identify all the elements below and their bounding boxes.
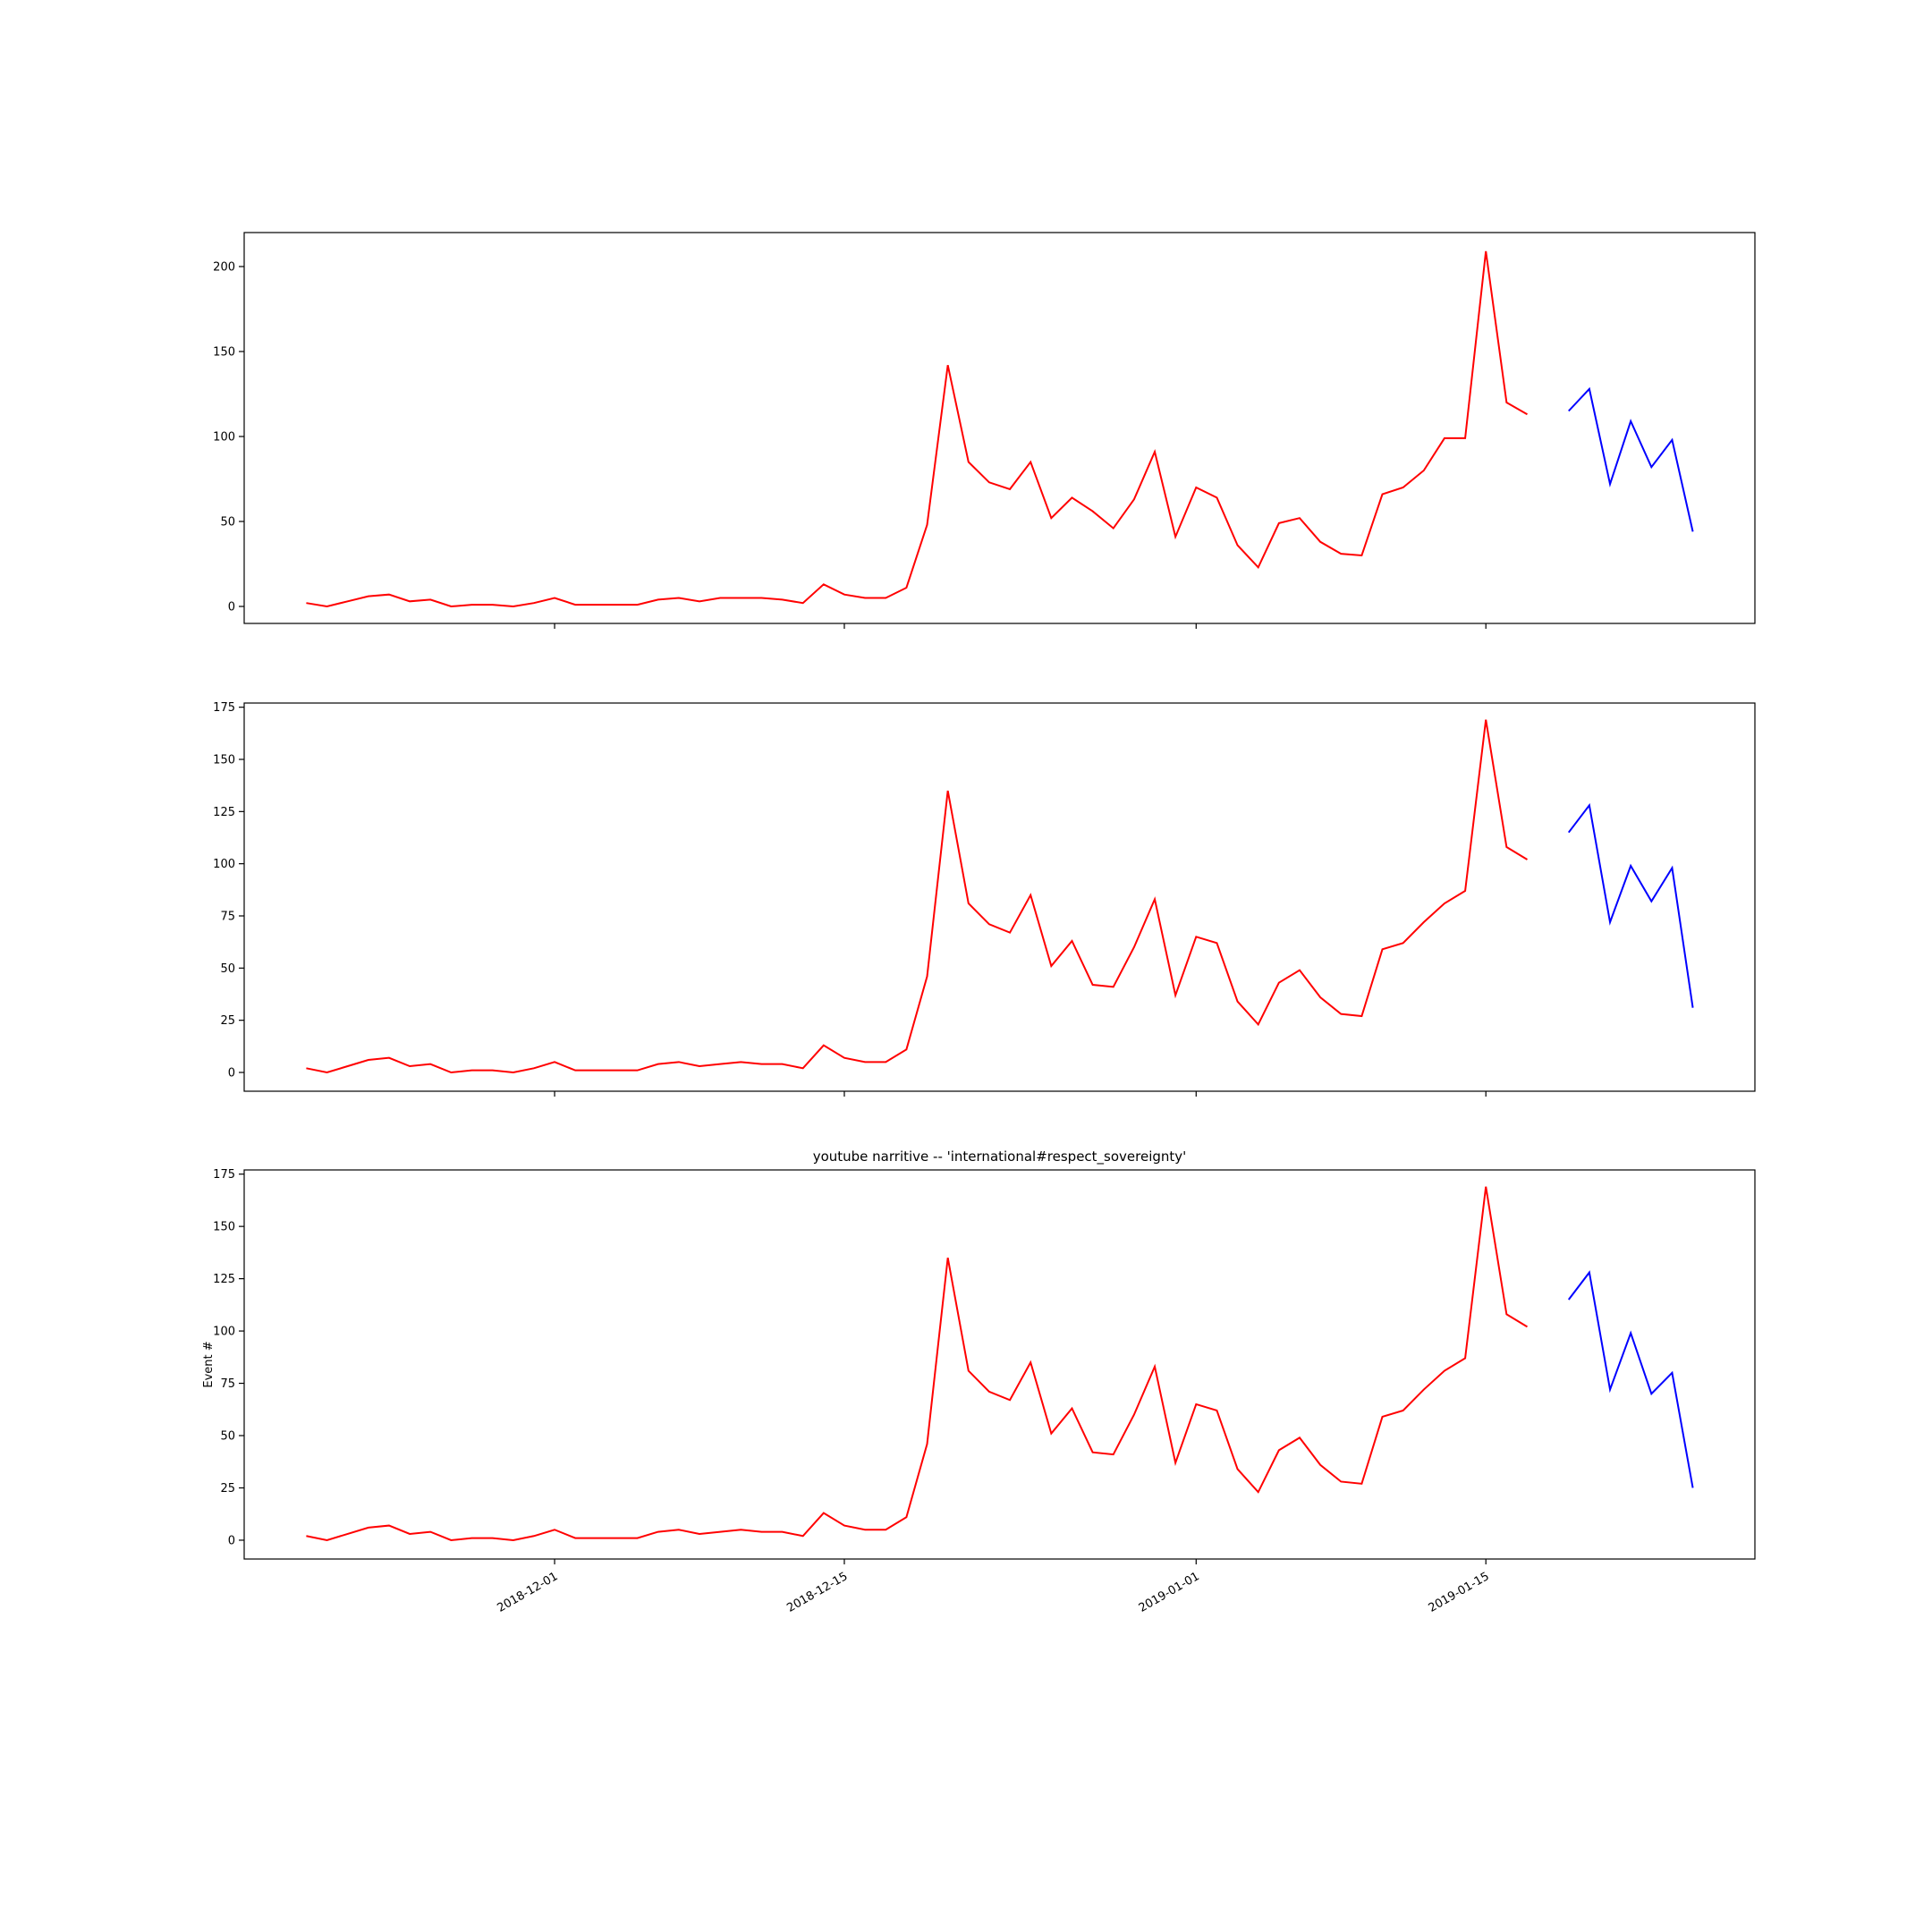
y-tick-label: 150 [213, 754, 235, 767]
series-line-forecast [1567, 802, 1694, 1008]
y-tick-label: 75 [220, 911, 235, 924]
chart-title: youtube narritive -- 'international#resp… [813, 1148, 1187, 1165]
axes-frame [243, 232, 1756, 624]
series-line-history [306, 250, 1528, 608]
y-tick-label: 150 [213, 346, 235, 360]
y-tick-label: 0 [228, 1067, 235, 1080]
x-tick-label: 2018-12-15 [784, 1570, 850, 1615]
series-line-history [306, 719, 1529, 1074]
y-tick-label: 100 [213, 858, 235, 871]
x-tick-label: 2019-01-15 [1427, 1570, 1492, 1615]
chart-panel-1: 0 50 100 150 200 [213, 232, 1756, 629]
axes-frame [243, 1169, 1756, 1560]
y-tick-label: 50 [220, 1430, 235, 1444]
y-tick-label: 50 [220, 962, 235, 976]
y-tick-label: 150 [213, 1221, 235, 1234]
y-tick-label: 75 [220, 1377, 235, 1391]
chart-panel-3: 0 25 50 75 100 125 150 175 2018-12-01 2018-12-15 2… [202, 1148, 1756, 1615]
axes-frame [243, 702, 1756, 1092]
x-tick-label: 2018-12-01 [496, 1570, 561, 1615]
series-line-history [306, 1186, 1529, 1541]
y-tick-label: 25 [220, 1014, 235, 1028]
y-tick-label: 25 [220, 1482, 235, 1496]
y-tick-label: 0 [228, 601, 235, 614]
y-tick-label: 200 [213, 261, 235, 275]
y-tick-label: 175 [213, 701, 235, 715]
y-tick-label: 50 [220, 516, 235, 530]
y-tick-label: 175 [213, 1168, 235, 1182]
series-line-forecast [1567, 1270, 1694, 1488]
y-tick-label: 100 [213, 431, 235, 445]
series-line-forecast [1568, 386, 1694, 532]
y-tick-label: 100 [213, 1326, 235, 1339]
x-tick-label: 2019-01-01 [1137, 1570, 1202, 1615]
y-axis-label: Event # [202, 1341, 216, 1387]
y-tick-label: 125 [213, 806, 235, 819]
chart-panel-2: 0 25 50 75 100 125 150 175 [213, 701, 1756, 1097]
y-tick-label: 0 [228, 1534, 235, 1547]
y-tick-label: 125 [213, 1273, 235, 1286]
